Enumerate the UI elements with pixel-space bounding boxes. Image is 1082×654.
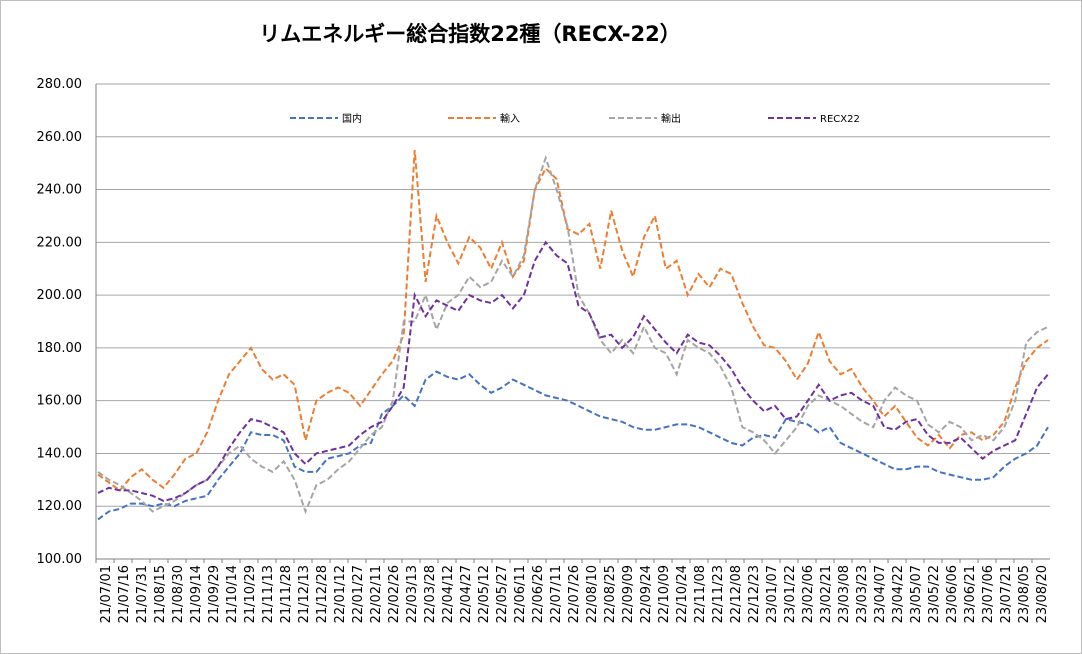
series-lines (97, 149, 1049, 521)
grid-lines (96, 83, 1050, 560)
x-tick-label: 22/01/27 (351, 565, 366, 623)
x-tick-label: 23/02/06 (801, 565, 816, 623)
chart-title: リムエネルギー総合指数22種（RECX-22） (259, 22, 681, 46)
y-tick-label: 220.00 (37, 235, 83, 250)
x-tick-label: 21/08/30 (171, 565, 186, 623)
x-tick-label: 23/03/23 (855, 565, 870, 623)
x-tick-label: 23/08/05 (1017, 565, 1032, 623)
x-tick-label: 23/05/22 (927, 565, 942, 623)
x-tick-label: 22/11/23 (711, 565, 726, 623)
x-tick-label: 21/12/28 (315, 565, 330, 623)
x-tick-label: 22/02/11 (369, 565, 384, 623)
x-tick-label: 21/07/01 (99, 565, 114, 623)
x-tick-label: 22/09/24 (639, 565, 654, 623)
y-tick-label: 240.00 (37, 183, 83, 198)
x-tick-label: 23/06/06 (945, 565, 960, 623)
x-tick-label: 23/07/06 (981, 565, 996, 623)
series-line-1 (97, 370, 1049, 521)
x-tick-label: 23/04/07 (873, 565, 888, 623)
x-tick-label: 22/06/26 (531, 565, 546, 623)
y-tick-label: 180.00 (37, 341, 83, 356)
x-tick-label: 23/04/22 (891, 565, 906, 623)
series-line-3 (97, 154, 1049, 515)
x-tick-label: 22/01/12 (333, 565, 348, 623)
y-tick-label: 200.00 (37, 288, 83, 303)
x-tick-label: 23/01/22 (783, 565, 798, 623)
legend-label: 国内 (342, 112, 362, 125)
x-tick-label: 21/07/16 (117, 565, 132, 623)
y-tick-label: 280.00 (37, 77, 83, 92)
x-tick-label: 22/11/08 (693, 565, 708, 623)
series-line-2 (97, 149, 1049, 492)
x-tick-label: 22/03/28 (423, 565, 438, 623)
x-tick-label: 21/09/14 (189, 565, 204, 623)
x-tick-label: 21/11/28 (279, 565, 294, 623)
x-tick-label: 22/12/23 (747, 565, 762, 623)
x-tick-label: 21/12/13 (297, 565, 312, 623)
legend-label: 輸入 (500, 112, 520, 125)
legend: 国内 輸入 輸出 RECX22 (290, 112, 860, 125)
x-tick-label: 23/07/21 (999, 565, 1014, 623)
x-tick-label: 23/06/21 (963, 565, 978, 623)
x-tick-label: 22/04/27 (459, 565, 474, 623)
x-tick-label: 23/08/20 (1035, 565, 1050, 623)
x-tick-label: 22/09/09 (621, 565, 636, 623)
x-tick-label: 22/08/10 (585, 565, 600, 623)
x-tick-label: 21/08/15 (153, 565, 168, 623)
x-tick-label: 22/10/09 (657, 565, 672, 623)
legend-label: 輸出 (661, 112, 681, 125)
x-tick-label: 21/10/29 (243, 565, 258, 623)
y-tick-label: 140.00 (37, 446, 83, 461)
x-tick-label: 21/07/31 (135, 565, 150, 623)
x-axis: 21/07/01 21/07/16 21/07/31 21/08/15 21/08/30… (95, 558, 1050, 623)
x-tick-label: 23/03/08 (837, 565, 852, 623)
x-tick-label: 22/06/11 (513, 565, 528, 623)
y-tick-label: 260.00 (37, 130, 83, 145)
y-tick-label: 160.00 (37, 394, 83, 409)
x-tick-label: 22/12/08 (729, 565, 744, 623)
x-tick-label: 21/11/13 (261, 565, 276, 623)
series-line-4 (97, 240, 1049, 502)
x-tick-label: 22/03/13 (405, 565, 420, 623)
x-tick-label: 21/10/14 (225, 565, 240, 623)
x-tick-label: 22/05/12 (477, 565, 492, 623)
y-tick-label: 120.00 (37, 499, 83, 514)
y-axis: 100.00 120.00 140.00 160.00 180.00 200.00 220.… (37, 77, 97, 567)
x-tick-label: 22/10/24 (675, 565, 690, 623)
x-tick-label: 22/07/26 (567, 565, 582, 623)
x-tick-label: 22/04/12 (441, 565, 456, 623)
x-tick-label: 21/09/29 (207, 565, 222, 623)
x-tick-label: 22/02/26 (387, 565, 402, 623)
x-tick-label: 23/05/07 (909, 565, 924, 623)
legend-label: RECX22 (820, 114, 860, 125)
x-tick-label: 23/02/21 (819, 565, 834, 623)
x-tick-label: 22/05/27 (495, 565, 510, 623)
x-tick-label: 22/07/11 (549, 565, 564, 623)
x-tick-label: 22/08/25 (603, 565, 618, 623)
x-tick-label: 23/01/07 (765, 565, 780, 623)
y-tick-label: 100.00 (37, 552, 83, 567)
